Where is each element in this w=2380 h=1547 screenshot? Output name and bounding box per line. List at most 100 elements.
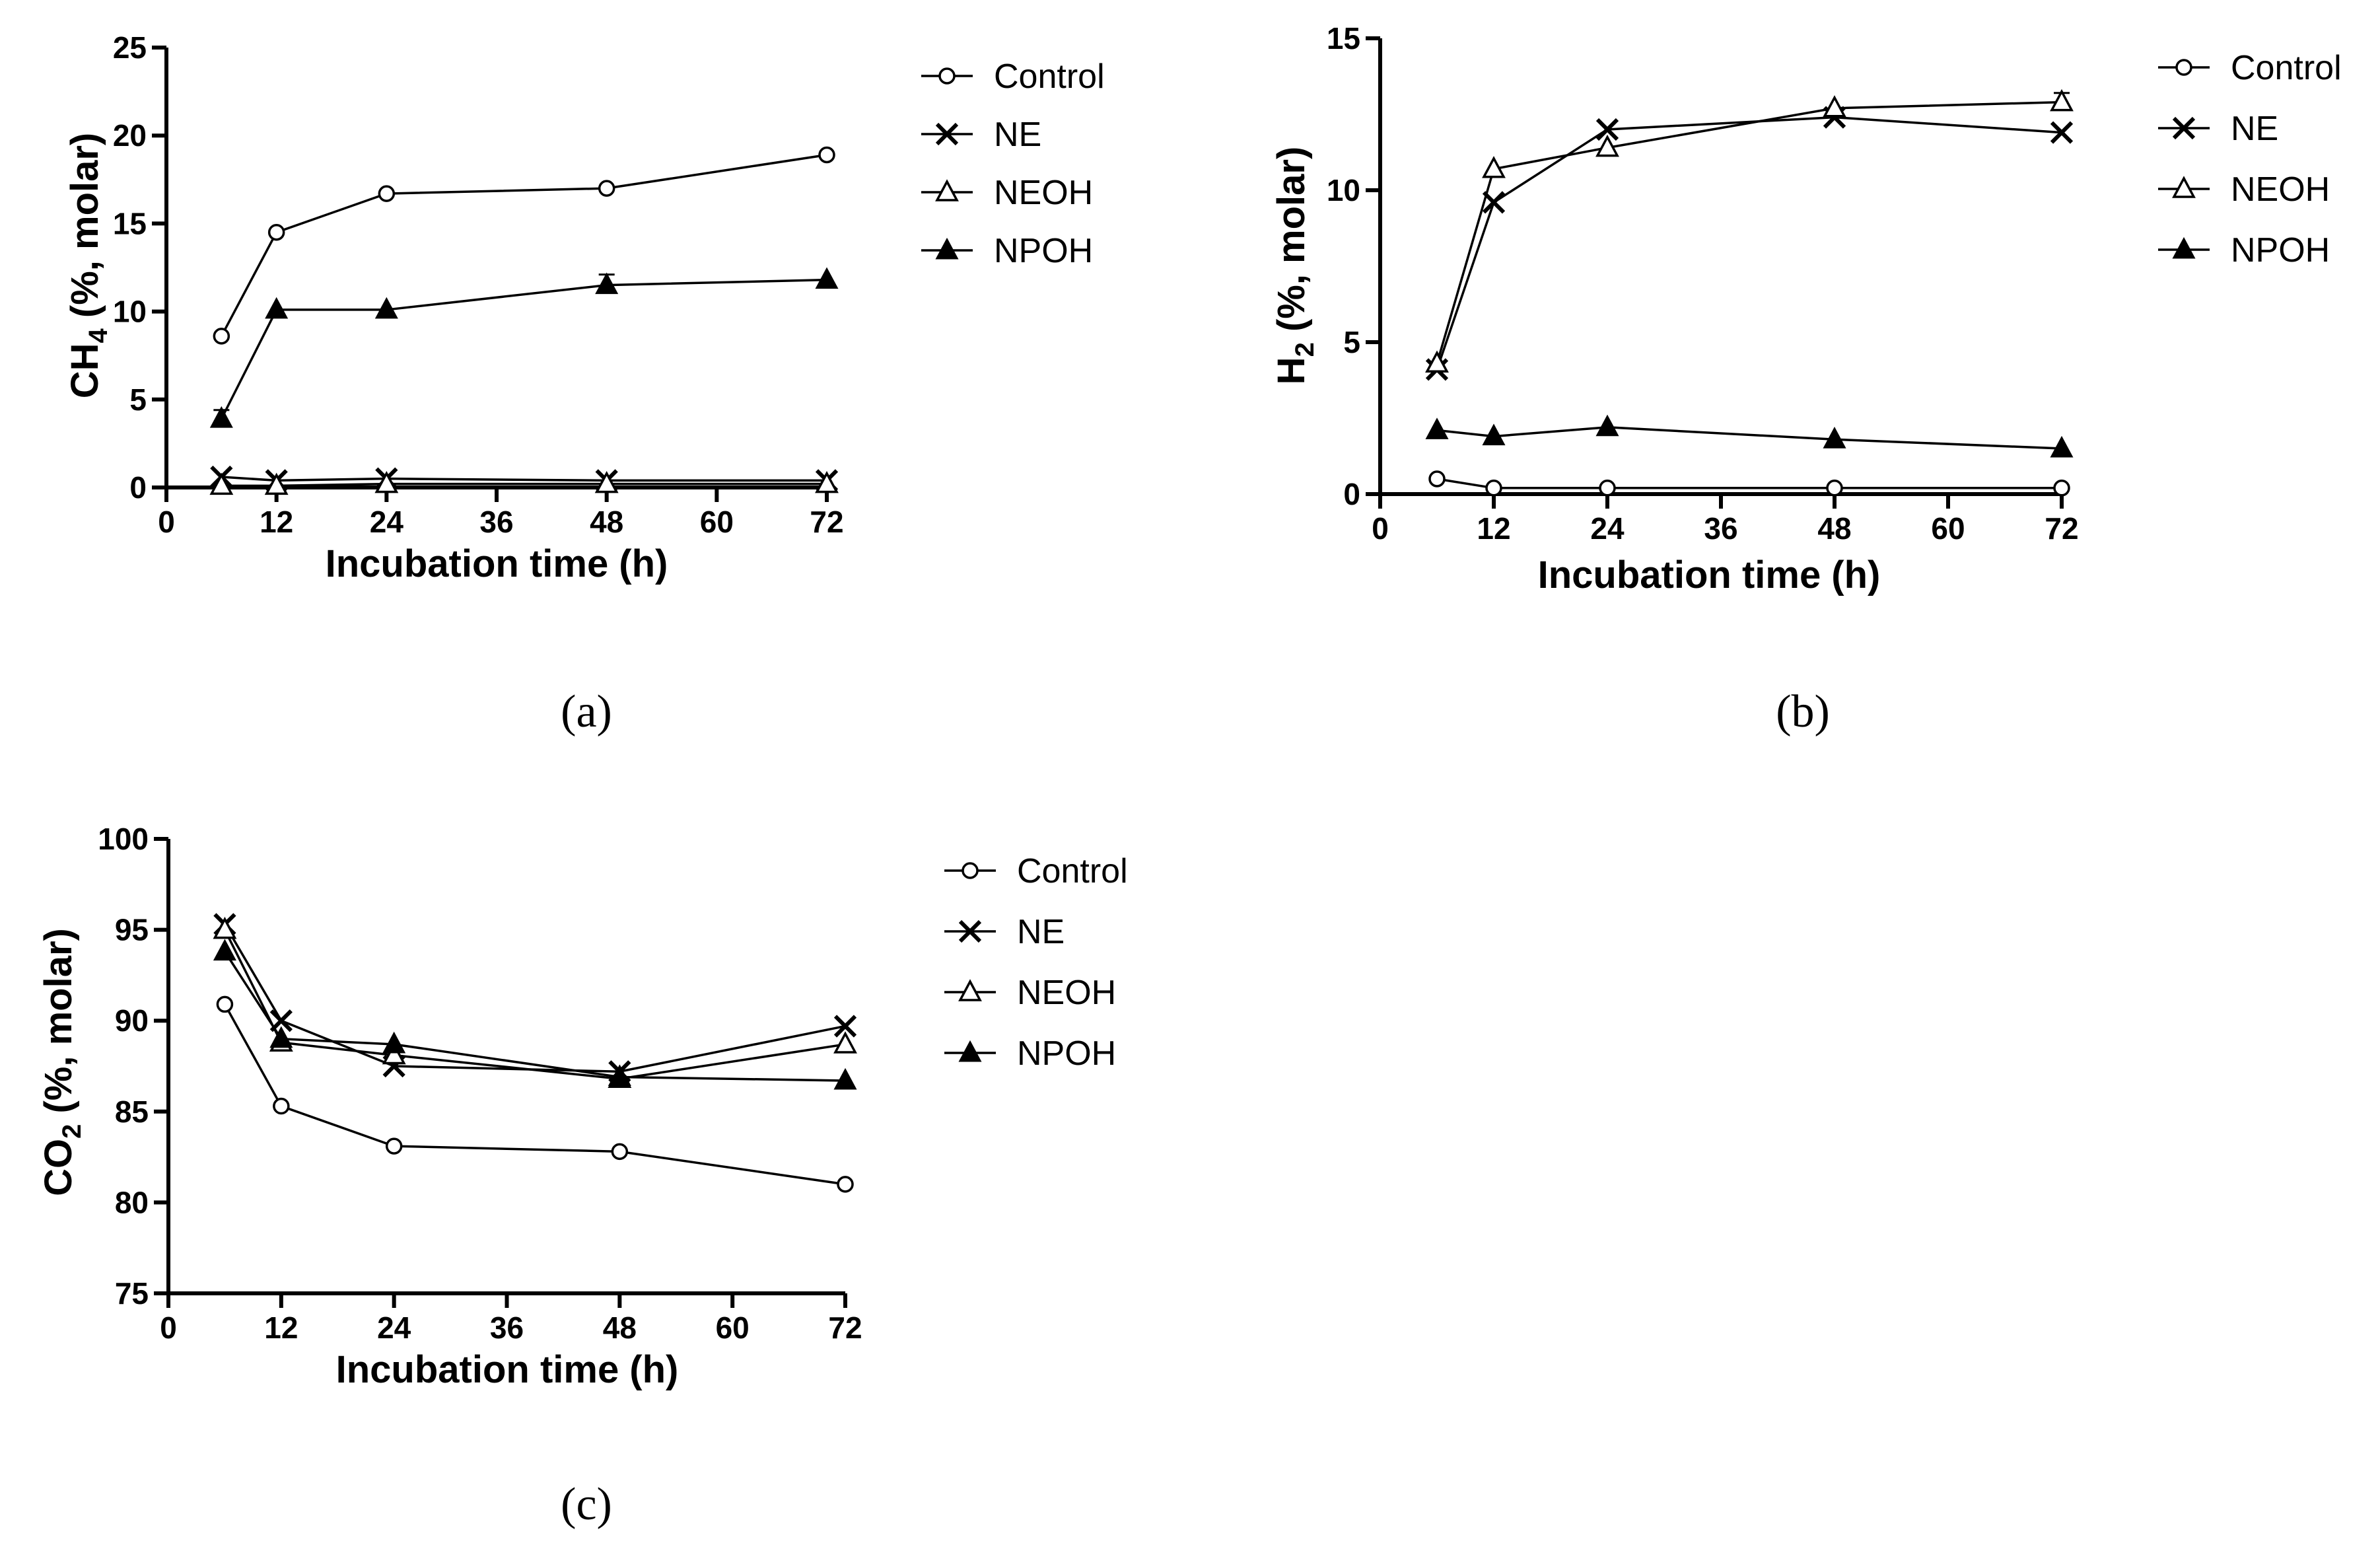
panel-c-y-axis-title: CO2 (%, molar) xyxy=(37,928,87,1196)
panel-c-series-npoh-point xyxy=(608,1064,631,1087)
panel-a-x-tick-label: 36 xyxy=(479,505,513,539)
panel-label-b: (b) xyxy=(1776,686,1830,737)
panel-b-series-neoh-point xyxy=(1425,350,1449,373)
panel-a-series-ne-line xyxy=(221,476,827,482)
panel-a-x-axis-title: Incubation time (h) xyxy=(326,542,668,585)
panel-b-legend-neoh-marker xyxy=(2172,176,2196,198)
panel-b-series-npoh-point xyxy=(1595,414,1619,437)
panel-c-y-tick-label: 95 xyxy=(115,913,149,947)
panel-b-x-tick-label: 24 xyxy=(1590,511,1625,546)
panel-label-c: (c) xyxy=(561,1479,612,1530)
panel-c-y-tick-label: 100 xyxy=(98,822,149,856)
panel-b-legend-ne-marker xyxy=(2172,116,2196,140)
panel-b-legend-npoh-label: NPOH xyxy=(2231,231,2330,270)
panel-a-x-tick-label: 0 xyxy=(158,505,175,539)
panel-b-x-tick-label: 60 xyxy=(1931,511,1965,546)
panel-c-y-tick-label: 75 xyxy=(115,1276,149,1311)
panel-c-legend-npoh-label: NPOH xyxy=(1017,1034,1116,1073)
panel-b-legend-ne-label: NE xyxy=(2231,110,2278,148)
panel-a-series-npoh-point xyxy=(815,267,839,289)
panel-a-plot: 0 5 10 15 20 25 0 12 24 36 48 60 72 Control NE NEOH NPOH xyxy=(113,30,1105,539)
panel-c-series-neoh-point xyxy=(833,1031,857,1054)
panel-c-x-axis-title: Incubation time (h) xyxy=(336,1348,679,1391)
panel-c-y-tick-label: 80 xyxy=(115,1185,149,1219)
panel-b-series-ne-point xyxy=(1595,118,1619,141)
panel-c-legend-npoh-marker xyxy=(958,1040,982,1062)
panel-a-x-tick-label: 12 xyxy=(260,505,293,539)
panel-a-legend-neoh-label: NEOH xyxy=(994,174,1093,212)
panel-a-series-neoh-point xyxy=(264,472,289,495)
panel-b-series-npoh-point xyxy=(1823,427,1846,449)
panel-c-series-npoh-line xyxy=(223,951,846,1082)
panel-a-series-neoh-point xyxy=(374,470,399,493)
panel-c-x-tick-label: 48 xyxy=(603,1311,637,1345)
panel-c-series-control-point xyxy=(837,1176,854,1193)
panel-c-x-tick-label: 36 xyxy=(490,1311,524,1345)
panel-a-series-neoh-point xyxy=(815,470,839,493)
panel-c-y-title-rest: (%, molar) xyxy=(37,928,80,1124)
panel-c-legend-control-label: Control xyxy=(1017,852,1128,890)
panel-b-series-npoh-line xyxy=(1436,426,2062,450)
panel-a-y-title-sub: 4 xyxy=(84,328,113,343)
panel-a-series-npoh-point xyxy=(595,272,619,295)
panel-a-series-control-point xyxy=(267,223,285,241)
panel-b-y-tick-label: 15 xyxy=(1327,21,1360,55)
panel-c-series-ne-point xyxy=(833,1015,857,1038)
panel-b-y-axis-title: H2 (%, molar) xyxy=(1270,147,1319,385)
panel-b-legend-control-marker xyxy=(2175,59,2192,76)
panel-c-x-tick-label: 60 xyxy=(716,1311,750,1345)
panel-b-series-control-line xyxy=(1436,478,2062,489)
panel-a-y-title-rest: (%, molar) xyxy=(63,133,106,329)
panel-b-series-ne-point xyxy=(1482,191,1506,214)
panel-c-y-title-main: CO xyxy=(37,1139,80,1196)
panel-b-series-control-point xyxy=(2053,480,2070,497)
panel-c-series-control-point xyxy=(273,1097,290,1115)
panel-a-series-npoh-line xyxy=(220,278,827,419)
panel-b-x-tick-label: 72 xyxy=(2045,511,2078,546)
panel-b-legend-neoh-label: NEOH xyxy=(2231,170,2330,209)
panel-c-legend-ne-marker xyxy=(958,919,982,943)
panel-a-series-neoh-line xyxy=(221,482,827,487)
panel-a-y-title-main: CH xyxy=(63,343,106,398)
panel-c-y-tick-label: 90 xyxy=(115,1003,149,1038)
panel-b-series-ne-line xyxy=(1436,116,2062,370)
panel-c-legend-ne-label: NE xyxy=(1017,913,1065,951)
panel-c-series-ne-line xyxy=(223,923,846,1073)
panel-c-x-tick-label: 12 xyxy=(264,1311,298,1345)
panel-b-x-tick-label: 0 xyxy=(1372,511,1389,546)
panel-c-series-ne-point xyxy=(269,1009,293,1032)
panel-c-x-tick-label: 72 xyxy=(828,1311,862,1345)
panel-a-legend-npoh-label: NPOH xyxy=(994,232,1093,270)
panel-a-x-tick-label: 48 xyxy=(590,505,623,539)
panel-c-series-control-point xyxy=(216,995,234,1013)
panel-a-x-tick-label: 24 xyxy=(370,505,404,539)
panel-a-series-npoh-point xyxy=(265,297,289,319)
panel-a: 0 5 10 15 20 25 0 12 24 36 48 60 72 Control NE NEOH NPOH… xyxy=(63,30,1105,737)
panel-b-series-neoh-point xyxy=(1823,95,1846,118)
panel-c-series-npoh-point xyxy=(382,1031,406,1054)
panel-a-x-tick-label: 72 xyxy=(810,505,843,539)
panel-a-series-neoh-point xyxy=(594,470,619,493)
panel-c-x-tick-label: 0 xyxy=(160,1311,177,1345)
panel-b-series-neoh-point xyxy=(2050,89,2074,112)
panel-c-legend-neoh-marker xyxy=(958,979,982,1001)
panel-b-plot: 0 5 10 15 0 12 24 36 48 60 72 Control NE NEOH NPOH xyxy=(1327,21,2342,546)
panel-c-series-neoh-point xyxy=(213,916,237,939)
panel-b-y-tick-label: 5 xyxy=(1343,325,1360,359)
panel-b-y-title-rest: (%, molar) xyxy=(1270,147,1313,343)
panel-c-y-tick-label: 85 xyxy=(115,1095,149,1129)
panel-a-y-tick-label: 20 xyxy=(113,118,147,153)
panel-c-series-control-point xyxy=(611,1143,629,1161)
panel-c-series-control-line xyxy=(223,1003,846,1186)
panel-b-series-control-point xyxy=(1826,480,1843,497)
panel-b-x-tick-label: 36 xyxy=(1704,511,1737,546)
panel-b-series-npoh-point xyxy=(1425,417,1449,439)
panel-b-series-neoh-line xyxy=(1436,100,2062,364)
panel-a-x-tick-label: 60 xyxy=(700,505,734,539)
panel-a-series-npoh-point xyxy=(209,406,233,428)
panel-b-y-title-main: H xyxy=(1270,357,1313,384)
panel-a-series-control-point xyxy=(213,328,230,345)
panel-c-y-title-sub: 2 xyxy=(57,1124,87,1139)
panel-a-legend-npoh-marker xyxy=(935,237,959,260)
